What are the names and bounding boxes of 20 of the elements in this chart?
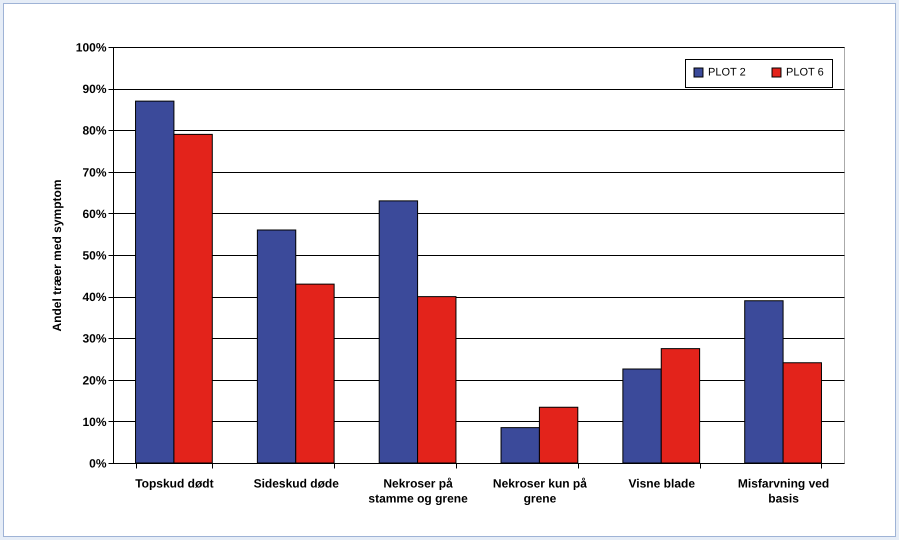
y-tick-label: 80% — [82, 124, 107, 138]
y-tick-label: 90% — [82, 82, 107, 96]
x-tick-label: Topskud dødt — [135, 476, 214, 490]
x-tick-label: Nekroser på stamme og grene — [368, 476, 468, 506]
legend-label: PLOT 6 — [786, 66, 824, 79]
y-tick-label: 30% — [82, 332, 107, 346]
x-tick-label: Misfarvning ved basis — [738, 476, 830, 506]
x-tick-label: Sideskud døde — [254, 476, 340, 490]
y-tick-label: 60% — [82, 206, 107, 221]
y-tick-label: 10% — [82, 414, 107, 429]
y-tick-label: 40% — [82, 290, 107, 304]
y-tick-label: 50% — [82, 248, 107, 262]
y-tick-label: 0% — [89, 456, 107, 470]
x-tick-label: Nekroser kun på grene — [492, 476, 588, 506]
y-tick-label: 20% — [82, 373, 107, 388]
y-tick-label: 100% — [76, 40, 107, 54]
legend-label: PLOT 2 — [708, 66, 746, 79]
x-tick-label: Visne blade — [628, 476, 696, 490]
y-axis-title: Andel træer med symptom — [50, 179, 64, 332]
y-tick-label: 70% — [82, 165, 107, 180]
